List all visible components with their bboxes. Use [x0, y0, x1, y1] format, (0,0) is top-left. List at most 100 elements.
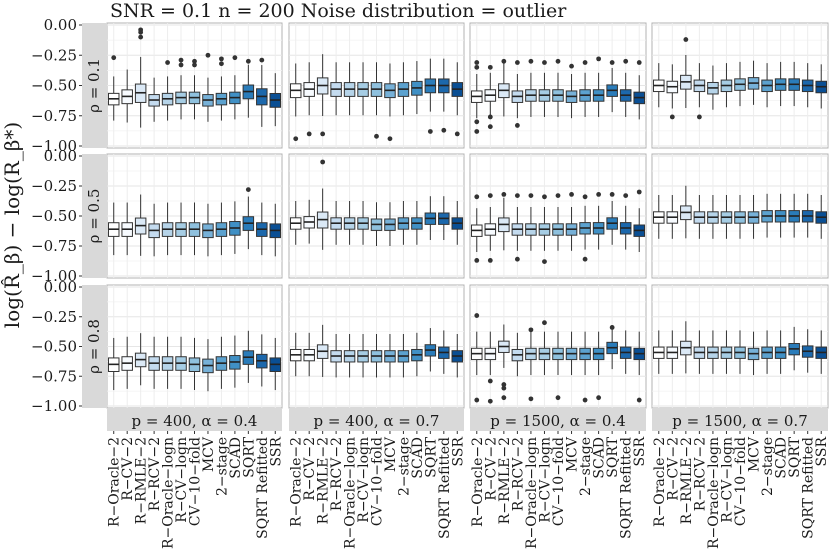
outlier-point [219, 61, 224, 67]
facet-panel [288, 284, 465, 409]
outlier-point [596, 56, 602, 62]
col-strip [652, 409, 828, 431]
outlier-point [245, 58, 251, 64]
row-strip [82, 154, 106, 278]
col-strip [107, 409, 282, 431]
outlier-point [609, 192, 615, 197]
outlier-point [178, 62, 184, 68]
row-strip-label: ρ = 0.1 [85, 58, 103, 113]
x-tick-label: MCV [565, 436, 581, 472]
x-tick-label: R−CV−logn [356, 437, 372, 523]
outlier-point [219, 56, 224, 62]
y-tick-label: −0.50 [31, 338, 77, 356]
outlier-point [374, 133, 379, 139]
outlier-point [528, 327, 534, 333]
outlier-point [138, 27, 144, 33]
outlier-point [474, 119, 480, 125]
facet-panel [106, 284, 283, 409]
y-tick-label: −0.75 [31, 367, 77, 385]
outlier-point [387, 136, 393, 142]
axes-layer: ρ = 0.1 ρ = 0.5 ρ = 0.8 p = 400, α = 0.4 p =… [31, 16, 830, 549]
x-tick-label: SQRT [605, 436, 621, 477]
outlier-point [487, 258, 493, 263]
x-tick-label: SCAD [410, 437, 426, 479]
x-tick-label: R−Oracle−2 [289, 437, 305, 527]
facet-panel [651, 153, 829, 279]
outlier-point [514, 256, 520, 262]
x-tick-label: R−RCV−2 [147, 437, 163, 511]
outlier-point [696, 114, 702, 120]
outlier-point [596, 395, 602, 401]
x-tick-label: SQRT Refitted [801, 437, 817, 539]
outlier-point [487, 378, 493, 384]
x-tick-label: CV−10−fold [188, 437, 204, 526]
x-tick-label: SSR [814, 437, 830, 467]
x-tick-label: SQRT Refitted [619, 437, 635, 539]
outlier-point [232, 55, 238, 61]
outlier-point [636, 60, 642, 65]
facet-panel [106, 22, 283, 149]
x-tick-label: 2−stage [214, 437, 230, 496]
outlier-point [474, 313, 480, 318]
outlier-point [542, 60, 547, 65]
outlier-point [582, 256, 588, 262]
x-tick-label: SQRT [787, 436, 803, 477]
y-tick-label: 0.00 [44, 147, 77, 165]
outlier-point [501, 382, 507, 387]
outlier-point [528, 58, 534, 64]
outlier-point [582, 194, 588, 200]
x-tick-label: SQRT Refitted [255, 437, 271, 539]
x-tick-label: R−Oracle−logn [343, 437, 359, 549]
outlier-point [454, 131, 460, 137]
x-tick-label: R−RMLE−2 [497, 437, 513, 524]
x-tick-label: R−Oracle−2 [470, 437, 486, 527]
outlier-point [609, 325, 615, 330]
x-tick-label: R−RMLE−2 [316, 437, 332, 524]
outlier-point [669, 114, 675, 120]
y-tick-label: −1.00 [31, 137, 77, 155]
x-tick-label: R−CV−logn [719, 437, 735, 523]
outlier-point [569, 192, 574, 197]
outlier-point [474, 397, 480, 403]
x-tick-label: R−Oracle−2 [107, 437, 123, 527]
outlier-point [205, 52, 211, 58]
x-tick-label: 2−stage [578, 437, 594, 496]
outlier-point [555, 395, 561, 401]
outlier-point [501, 58, 507, 64]
x-tick-label: SCAD [228, 437, 244, 479]
row-strip [82, 23, 106, 148]
x-tick-label: R−CV−2 [120, 437, 136, 501]
y-tick-label: −0.75 [31, 107, 77, 125]
outlier-point [623, 193, 629, 199]
chart-title: SNR = 0.1 n = 200 Noise distribution = o… [110, 0, 567, 22]
outlier-point [320, 159, 326, 165]
x-tick-label: R−Oracle−2 [652, 437, 668, 527]
outlier-point [542, 259, 547, 264]
outlier-point [259, 57, 265, 63]
outlier-point [501, 395, 507, 401]
x-tick-label: SSR [632, 437, 648, 467]
outlier-point [609, 60, 615, 65]
outlier-point [636, 189, 642, 195]
x-tick-label: MCV [383, 436, 399, 472]
facet-panel [106, 153, 283, 279]
x-tick-label: SSR [450, 437, 466, 467]
outlier-point [514, 123, 520, 128]
x-tick-label: 2−stage [396, 437, 412, 496]
y-tick-label: −1.00 [31, 267, 77, 285]
outlier-point [542, 320, 547, 326]
x-tick-label: R−RCV−2 [329, 437, 345, 511]
x-tick-label: CV−10−fold [370, 437, 386, 526]
outlier-point [178, 57, 184, 63]
x-tick-label: SCAD [592, 437, 608, 479]
x-tick-label: 2−stage [760, 437, 776, 496]
x-tick-label: R−RCV−2 [510, 437, 526, 511]
outlier-point [623, 58, 629, 64]
panels-layer [106, 22, 829, 409]
outlier-point [569, 63, 574, 69]
facet-panel [469, 153, 647, 279]
x-tick-label: SQRT Refitted [437, 437, 453, 539]
outlier-point [542, 194, 547, 200]
outlier-point [636, 397, 642, 403]
y-tick-label: −0.50 [31, 207, 77, 225]
